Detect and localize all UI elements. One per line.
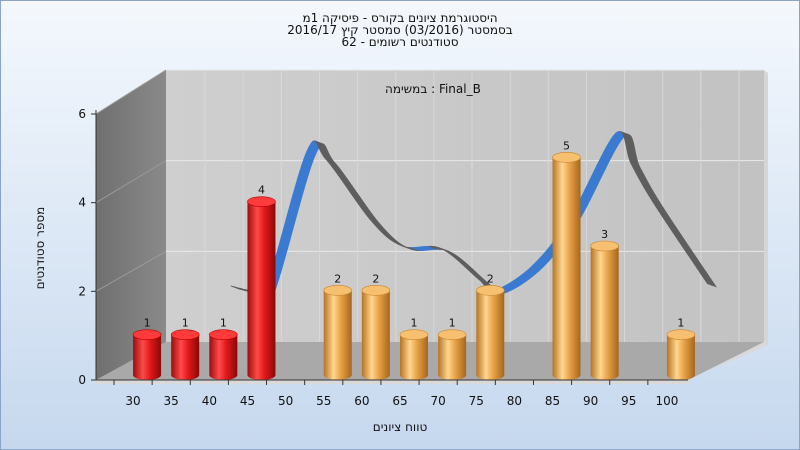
gridline-side	[95, 160, 167, 204]
bar-top	[323, 285, 353, 296]
data-label-85: 5	[563, 139, 570, 152]
bar-body	[552, 157, 581, 380]
x-tick-label: 100	[655, 394, 678, 408]
x-tick-label: 55	[316, 394, 331, 408]
bar-65	[399, 329, 429, 380]
data-label-40: 1	[220, 317, 227, 330]
data-label-35: 1	[182, 317, 189, 330]
x-tick-label: 95	[621, 394, 636, 408]
x-axis-title: טווח ציונים	[373, 420, 428, 434]
bar-top	[666, 329, 696, 340]
x-tick-label: 70	[430, 394, 445, 408]
bar-body	[323, 290, 352, 380]
bar-body	[247, 201, 276, 380]
data-label-75: 2	[487, 272, 494, 285]
y-tick-labels: 0 2 4 6	[78, 107, 86, 387]
bar-top	[399, 329, 429, 340]
bar-body	[400, 334, 428, 380]
bar-60	[361, 285, 391, 380]
chart-subtitle: במשימה : Final_B	[385, 82, 481, 96]
x-tick-label: 30	[125, 394, 140, 408]
x-tick-label: 50	[278, 394, 293, 408]
bar-top	[552, 152, 581, 163]
ribbon-segment	[705, 280, 717, 288]
data-label-65: 1	[411, 317, 418, 330]
bar-top	[209, 329, 238, 340]
bar-top	[132, 329, 162, 340]
bar-top	[170, 329, 200, 340]
data-label-90: 3	[601, 228, 608, 241]
bar-100	[666, 329, 696, 380]
x-tick-label: 90	[583, 394, 598, 408]
data-label-30: 1	[144, 317, 151, 330]
bar-30	[132, 329, 162, 380]
x-tick-labels: 30 35 40 45 50 55 60 65 70 75 80 85 90 95 100	[125, 394, 678, 408]
x-tick-label: 65	[392, 394, 407, 408]
bar-90	[590, 240, 619, 380]
bar-body	[133, 334, 162, 380]
data-labels: 1 1 1 4 2 2 1 1 2 5 3 1	[144, 139, 685, 329]
data-label-45: 4	[258, 184, 265, 197]
bar-body	[666, 334, 695, 380]
bar-35	[170, 329, 200, 380]
data-label-70: 1	[449, 317, 456, 330]
x-tick-label: 35	[164, 394, 179, 408]
bar-body	[476, 290, 505, 380]
bar-45	[247, 196, 276, 380]
bar-55	[323, 285, 353, 380]
bar-body	[361, 290, 390, 380]
chart-title-line-2: בסמסטר (03/2016) סמסטר קיץ 2016/17	[287, 23, 513, 37]
axes	[91, 110, 688, 385]
bar-body	[171, 334, 200, 380]
bar-body	[590, 246, 619, 380]
bar-top	[590, 240, 619, 252]
x-tick-label: 40	[202, 394, 217, 408]
gridline-side	[95, 250, 167, 292]
bars	[132, 152, 696, 380]
x-tick-label: 85	[545, 394, 560, 408]
bar-body	[209, 334, 238, 380]
x-tick-label: 60	[354, 394, 369, 408]
bar-40	[209, 329, 238, 380]
y-tick-label: 0	[78, 373, 86, 387]
left-side-wall	[96, 70, 166, 380]
bar-top	[437, 329, 467, 340]
bar-top	[475, 285, 505, 296]
y-tick-label: 2	[78, 284, 86, 298]
data-label-100: 1	[677, 317, 684, 330]
data-label-55: 2	[334, 272, 341, 285]
bar-top	[247, 196, 276, 207]
bar-75	[475, 285, 505, 380]
bar-70	[437, 329, 467, 380]
x-tick-label: 80	[507, 394, 522, 408]
x-tick-label: 45	[240, 394, 255, 408]
chart-title-line-1: היסטוגרמת ציונים בקורס - פיסיקה 1מ	[302, 11, 498, 25]
y-tick-label: 4	[78, 196, 86, 210]
x-tick-label: 75	[469, 394, 484, 408]
gridline-side	[95, 69, 167, 115]
bar-85	[552, 152, 581, 380]
chart-title-line-3: סטודנטים רשומים - 62	[341, 35, 459, 49]
bar-top	[361, 285, 391, 296]
y-tick-label: 6	[78, 107, 86, 121]
right-edge-wall	[764, 70, 768, 345]
y-axis-title: מספר סטודנטים	[33, 207, 47, 290]
bar-body	[438, 334, 467, 380]
data-label-60: 2	[372, 272, 379, 285]
